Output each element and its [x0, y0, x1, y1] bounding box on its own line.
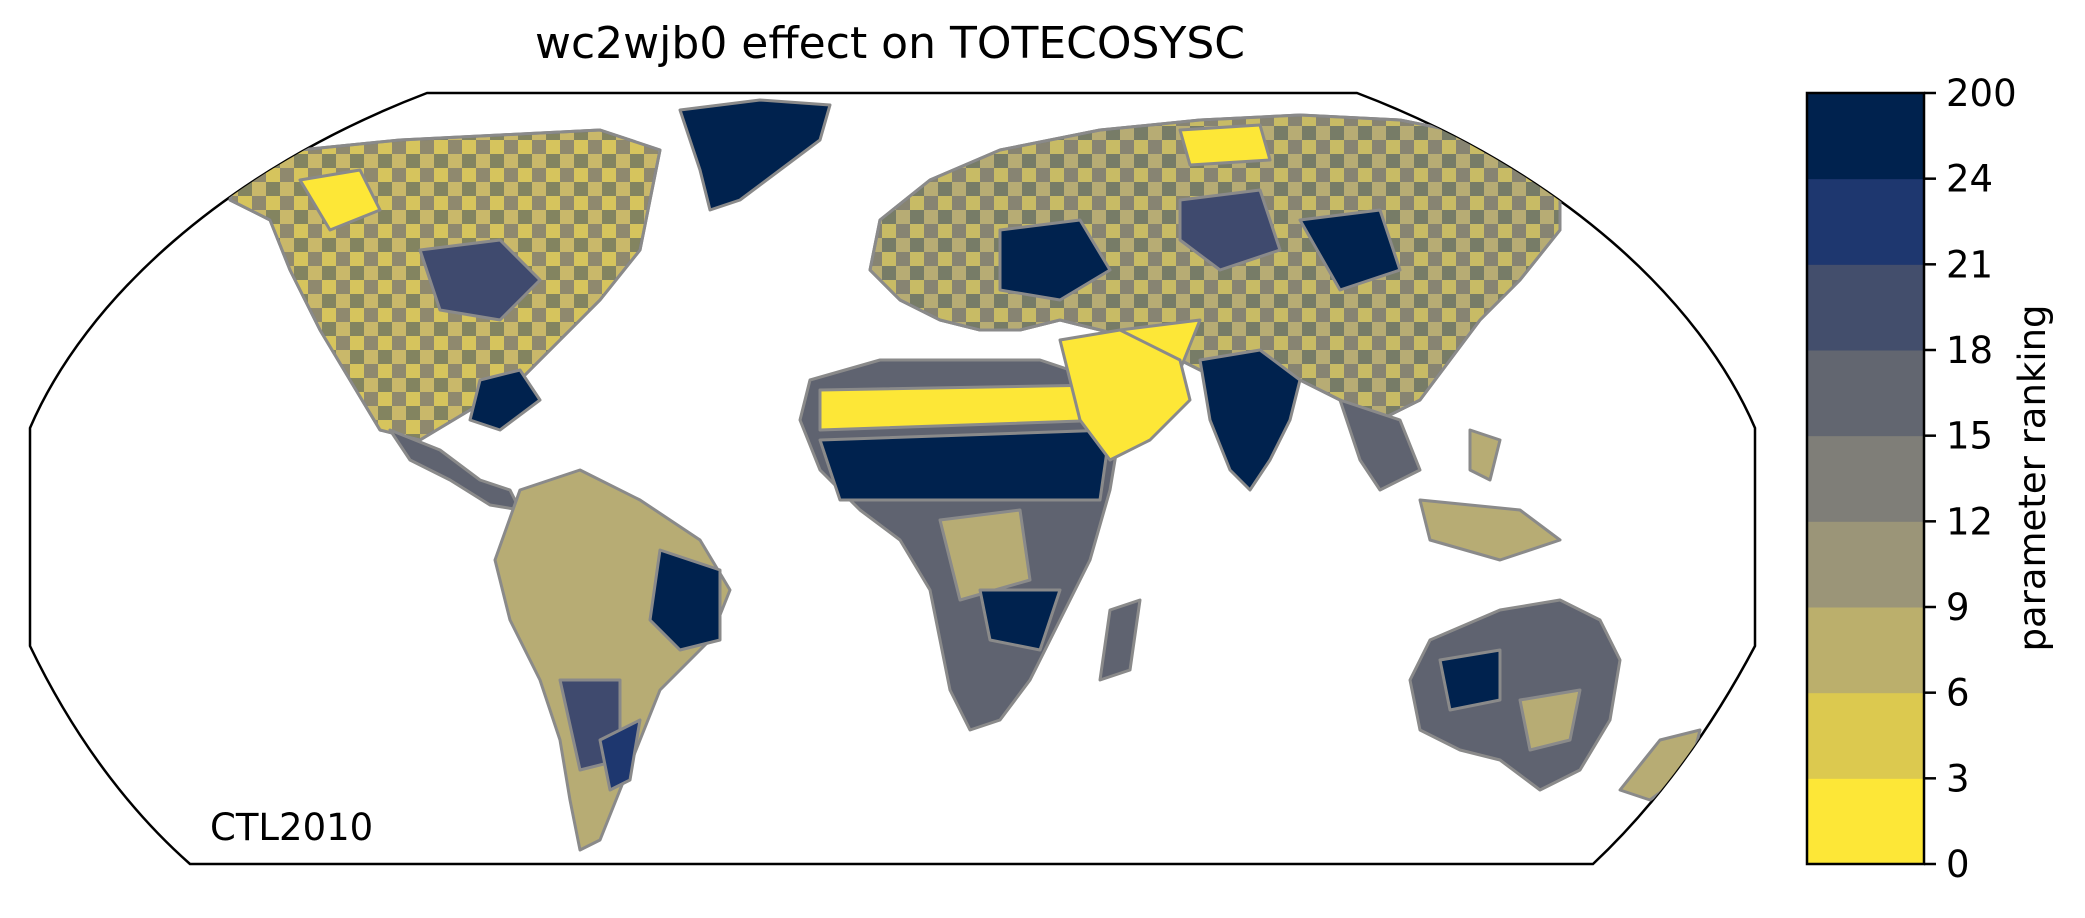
colorbar-tick-label: 18 — [1946, 329, 1993, 372]
colorbar-tick-label: 200 — [1946, 72, 2017, 115]
landmass-greenland — [678, 98, 832, 212]
colorbar-segment — [1807, 521, 1924, 608]
colorbar-segment — [1807, 435, 1924, 522]
colorbar-segment — [1807, 607, 1924, 694]
map-title: wc2wjb0 effect on TOTECOSYSC — [535, 18, 1245, 69]
colorbar-segment — [1807, 692, 1924, 779]
colorbar-segment — [1807, 93, 1924, 180]
run-label: CTL2010 — [210, 806, 374, 849]
colorbar-segment — [1807, 350, 1924, 437]
colorbar-segment — [1807, 778, 1924, 865]
colorbar-label: parameter ranking — [2011, 304, 2054, 651]
colorbar-tick-label: 24 — [1946, 158, 1993, 201]
colorbar-segment — [1807, 264, 1924, 351]
colorbar-tick-label: 15 — [1946, 415, 1993, 458]
colorbar-frame — [1805, 91, 1926, 866]
landmass-australia — [1408, 598, 1622, 792]
colorbar-tick-label: 3 — [1946, 757, 1970, 800]
landmass-north-america — [228, 128, 662, 442]
colorbar-segment — [1807, 178, 1924, 265]
world-map — [28, 91, 1757, 866]
colorbar-tick-label: 9 — [1946, 586, 1970, 629]
colorbar-tick-label: 12 — [1946, 500, 1993, 543]
landmass-india — [1198, 348, 1302, 492]
landmass-southeast-asia — [1338, 398, 1562, 562]
landmass-eurasia — [868, 113, 1562, 422]
colorbar-tick-label: 21 — [1946, 243, 1993, 286]
landmass-africa — [798, 358, 1142, 732]
colorbar-tick-label: 6 — [1946, 672, 1970, 715]
colorbar-tick-label: 0 — [1946, 843, 1970, 886]
landmass-south-america — [493, 468, 732, 852]
landmass-arabia — [1058, 328, 1192, 462]
